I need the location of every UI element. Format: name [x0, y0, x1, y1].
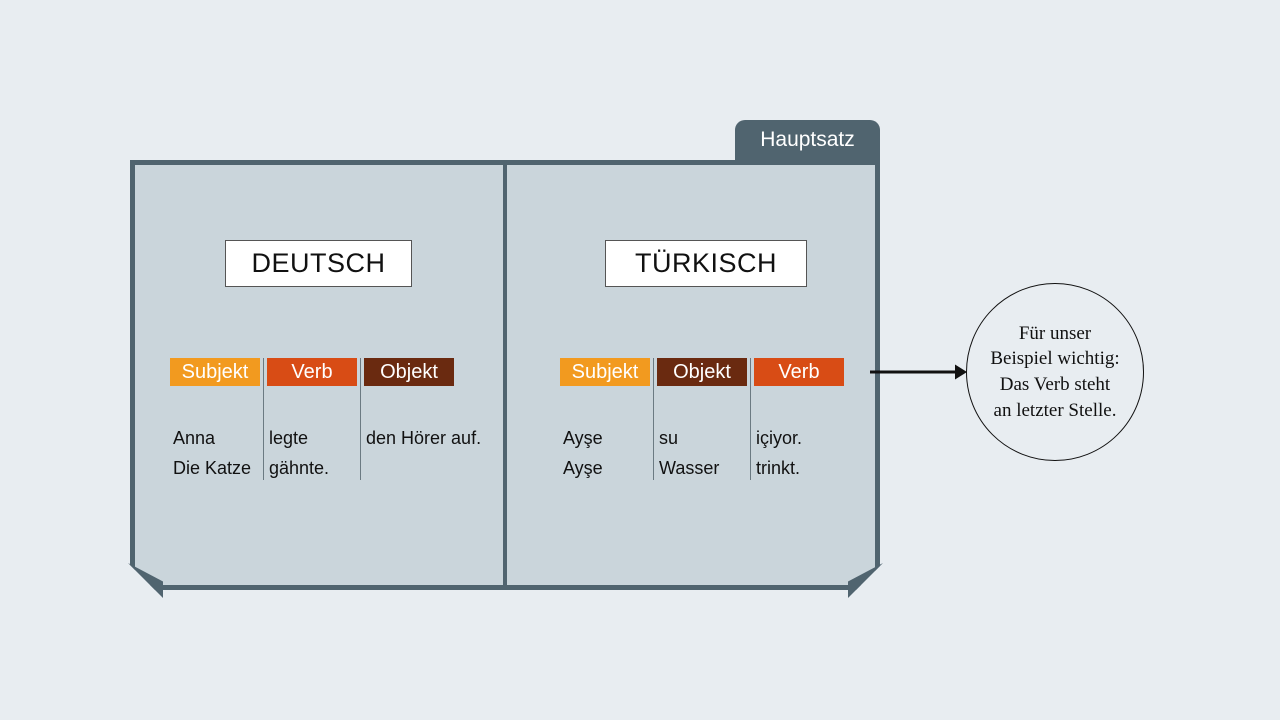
cell-left-r0-c0: Anna [173, 428, 215, 449]
header-right-objekt: Objekt [657, 358, 747, 386]
fold-right-icon [848, 563, 883, 598]
note-circle: Für unserBeispiel wichtig:Das Verb steht… [966, 283, 1144, 461]
cell-right-r1-c1: Wasser [659, 458, 719, 479]
cell-right-r0-c2: içiyor. [756, 428, 802, 449]
title-deutsch: DEUTSCH [225, 240, 412, 287]
note-line-1: Beispiel wichtig: [990, 346, 1119, 372]
diagram-stage: HauptsatzDEUTSCHTÜRKISCHSubjektVerbObjek… [0, 0, 1280, 720]
header-right-verb: Verb [754, 358, 844, 386]
header-left-verb: Verb [267, 358, 357, 386]
tab-hauptsatz: Hauptsatz [735, 120, 880, 160]
cell-left-r1-c1: gähnte. [269, 458, 329, 479]
separator-right-0 [653, 358, 654, 480]
fold-left-icon [128, 563, 163, 598]
separator-left-1 [360, 358, 361, 480]
header-left-objekt: Objekt [364, 358, 454, 386]
cell-right-r0-c1: su [659, 428, 678, 449]
note-text: Für unserBeispiel wichtig:Das Verb steht… [990, 321, 1119, 424]
cell-right-r0-c0: Ayşe [563, 428, 603, 449]
cell-left-r0-c1: legte [269, 428, 308, 449]
cell-left-r1-c0: Die Katze [173, 458, 251, 479]
note-line-3: an letzter Stelle. [990, 398, 1119, 424]
note-line-0: Für unser [990, 321, 1119, 347]
header-right-subjekt: Subjekt [560, 358, 650, 386]
cell-left-r0-c2: den Hörer auf. [366, 428, 481, 449]
cell-right-r1-c0: Ayşe [563, 458, 603, 479]
header-left-subjekt: Subjekt [170, 358, 260, 386]
cell-right-r1-c2: trinkt. [756, 458, 800, 479]
note-line-2: Das Verb steht [990, 372, 1119, 398]
arrow-icon [870, 356, 971, 388]
separator-right-1 [750, 358, 751, 480]
separator-left-0 [263, 358, 264, 480]
title-tuerkisch: TÜRKISCH [605, 240, 807, 287]
